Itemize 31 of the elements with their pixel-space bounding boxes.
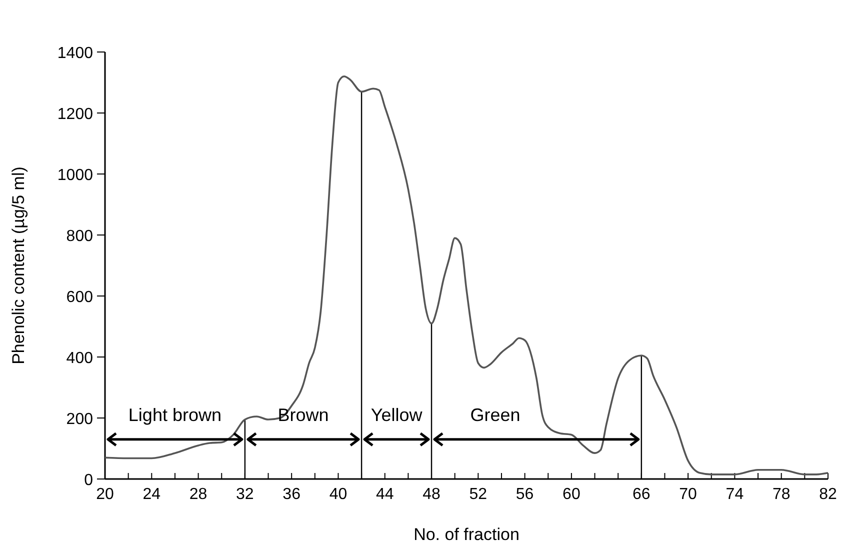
y-tick-label: 1000 [57, 167, 94, 184]
y-tick-label: 800 [66, 228, 94, 245]
y-tick-label: 200 [66, 411, 94, 428]
x-tick-label: 20 [96, 486, 114, 503]
x-tick-label: 82 [819, 486, 837, 503]
y-tick-label: 0 [84, 472, 94, 489]
x-tick-label: 48 [422, 486, 441, 503]
y-tick-label: 1200 [57, 106, 94, 123]
x-tick-label: 44 [376, 486, 394, 503]
x-tick-label: 66 [632, 486, 650, 503]
x-tick-label: 24 [142, 486, 161, 503]
x-tick-label: 40 [329, 486, 348, 503]
x-axis-title: No. of fraction [414, 525, 520, 544]
x-tick-label: 74 [726, 486, 744, 503]
line-series [104, 76, 829, 476]
x-tick-label: 36 [282, 486, 301, 503]
x-tick-label: 70 [679, 486, 698, 503]
annotation: Light brown [128, 404, 222, 425]
y-tick-label: 400 [66, 350, 94, 367]
y-tick-label: 600 [66, 289, 94, 306]
x-tick-label: 32 [236, 486, 254, 503]
y-tick-label: 1400 [57, 45, 94, 62]
x-tick-label: 52 [469, 486, 488, 503]
x-tick-label: 56 [516, 486, 534, 503]
annotation: Green [470, 404, 520, 425]
x-tick-label: 78 [772, 486, 790, 503]
y-axis-title: Phenolic content (µg/5 ml) [9, 166, 28, 364]
annotation: Brown [278, 404, 329, 425]
annotation: Yellow [370, 404, 424, 425]
x-tick-label: 28 [189, 486, 208, 503]
x-tick-label: 60 [562, 486, 580, 503]
